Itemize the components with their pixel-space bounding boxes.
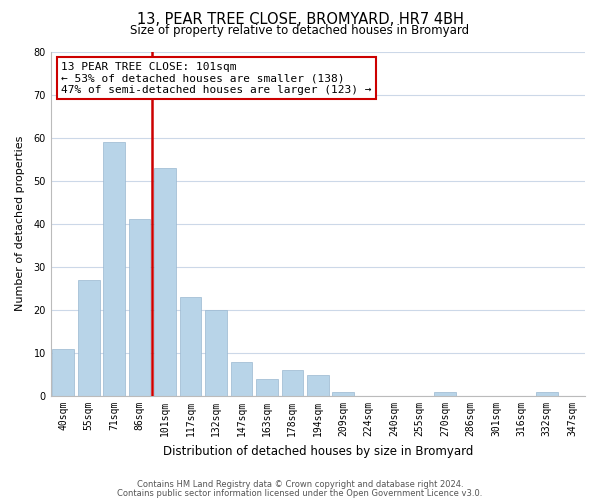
- Bar: [78, 280, 100, 396]
- Text: Contains public sector information licensed under the Open Government Licence v3: Contains public sector information licen…: [118, 488, 482, 498]
- Bar: [536, 392, 557, 396]
- Bar: [103, 142, 125, 396]
- Bar: [205, 310, 227, 396]
- Bar: [307, 374, 329, 396]
- Bar: [180, 297, 202, 396]
- Bar: [434, 392, 456, 396]
- Bar: [154, 168, 176, 396]
- Bar: [129, 220, 151, 396]
- X-axis label: Distribution of detached houses by size in Bromyard: Distribution of detached houses by size …: [163, 444, 473, 458]
- Bar: [281, 370, 303, 396]
- Bar: [256, 379, 278, 396]
- Y-axis label: Number of detached properties: Number of detached properties: [15, 136, 25, 312]
- Text: 13 PEAR TREE CLOSE: 101sqm
← 53% of detached houses are smaller (138)
47% of sem: 13 PEAR TREE CLOSE: 101sqm ← 53% of deta…: [61, 62, 372, 95]
- Text: Size of property relative to detached houses in Bromyard: Size of property relative to detached ho…: [130, 24, 470, 37]
- Bar: [230, 362, 252, 396]
- Text: Contains HM Land Registry data © Crown copyright and database right 2024.: Contains HM Land Registry data © Crown c…: [137, 480, 463, 489]
- Text: 13, PEAR TREE CLOSE, BROMYARD, HR7 4BH: 13, PEAR TREE CLOSE, BROMYARD, HR7 4BH: [137, 12, 463, 28]
- Bar: [52, 348, 74, 396]
- Bar: [332, 392, 354, 396]
